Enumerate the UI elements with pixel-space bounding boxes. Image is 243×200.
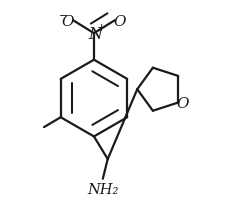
Text: −: − [59, 11, 68, 21]
Text: O: O [61, 15, 74, 29]
Text: +: + [97, 23, 106, 33]
Text: O: O [176, 96, 189, 110]
Text: N: N [88, 26, 102, 42]
Text: NH₂: NH₂ [87, 182, 119, 196]
Text: O: O [114, 15, 126, 29]
